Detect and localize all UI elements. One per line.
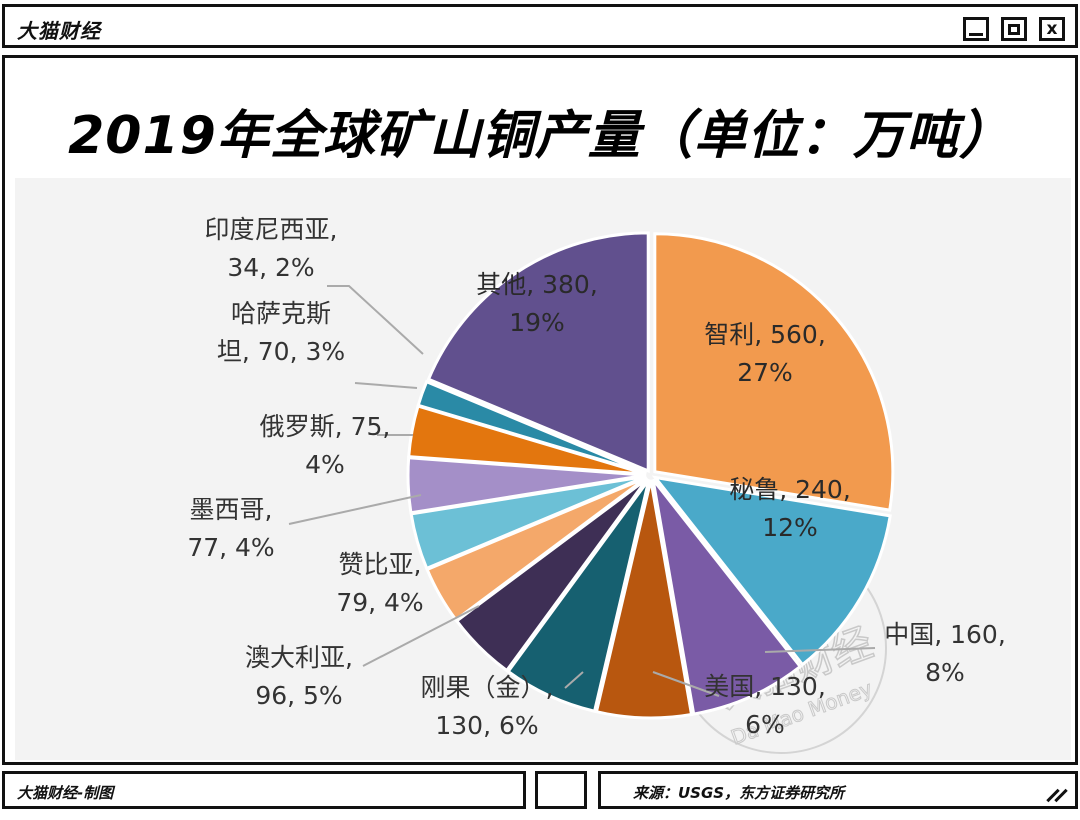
leader-line-中国 bbox=[764, 647, 876, 653]
leader-line-澳大利亚 bbox=[362, 605, 480, 667]
footer-source-box: 来源：USGS，东方证券研究所 bbox=[598, 771, 1078, 809]
data-label-刚果金: 刚果（金）, 130, 6% bbox=[421, 673, 554, 740]
footer-credit-box: 大猫财经-制图 bbox=[2, 771, 526, 809]
data-label-秘鲁: 秘鲁, 240, 12% bbox=[729, 475, 851, 542]
chart-title: 2019年全球矿山铜产量（单位：万吨） bbox=[68, 106, 1012, 166]
leader-line-哈萨克斯坦 bbox=[354, 382, 418, 389]
leader-line-印度尼西亚 bbox=[327, 285, 424, 355]
leader-line-刚果金 bbox=[564, 671, 584, 689]
minimize-button[interactable] bbox=[963, 17, 989, 41]
data-label-澳大利亚: 澳大利亚, 96, 5% bbox=[245, 643, 353, 710]
pie-slice-中国 bbox=[651, 478, 803, 716]
data-label-赞比亚: 赞比亚, 79, 4% bbox=[336, 550, 423, 617]
pie-chart: 大猫财经 Da Mao Money 智利, 560,27%秘鲁, 240,12%… bbox=[187, 215, 1006, 754]
data-label-其他: 其他, 380, 19% bbox=[476, 270, 598, 337]
data-label-智利: 智利, 560, 27% bbox=[704, 320, 826, 387]
data-label-墨西哥: 墨西哥, 77, 4% bbox=[187, 495, 274, 562]
leader-line-墨西哥 bbox=[288, 494, 422, 525]
close-icon: x bbox=[1046, 19, 1058, 39]
pie-slice-美国 bbox=[594, 479, 694, 720]
pie-slices bbox=[406, 231, 895, 720]
footer-source: 来源：USGS，东方证券研究所 bbox=[633, 784, 845, 802]
pie-slice-智利 bbox=[653, 232, 895, 512]
pie-leader-lines bbox=[288, 285, 876, 697]
maximize-button[interactable] bbox=[1001, 17, 1027, 41]
pie-slice-印度尼西亚 bbox=[416, 379, 647, 475]
pie-labels: 智利, 560, 27% 秘鲁, 240, 12% 中国, 160, 8% 美国, 130,… bbox=[187, 215, 1005, 740]
data-label-哈萨克斯坦: 哈萨克斯坦, 70, 3% bbox=[217, 299, 345, 366]
leader-line-美国 bbox=[652, 671, 720, 697]
data-label-俄罗斯: 俄罗斯, 75, 4% bbox=[260, 412, 391, 479]
footer-credit: 大猫财经-制图 bbox=[17, 784, 114, 802]
data-label-印度尼西亚: 印度尼西亚, 34, 2% bbox=[205, 215, 338, 282]
top-title-bar: 大猫财经 x bbox=[2, 4, 1078, 48]
chart-window: 2019年全球矿山铜产量（单位：万吨） 大猫财经 Da Mao Money 智利… bbox=[2, 55, 1078, 765]
data-label-中国: 中国, 160, 8% bbox=[884, 620, 1006, 687]
data-label-美国: 美国, 130, 6% bbox=[704, 672, 826, 739]
pie-slice-刚果金 bbox=[506, 478, 651, 714]
pie-slice-秘鲁 bbox=[651, 475, 892, 667]
pie-slice-其他 bbox=[426, 231, 650, 474]
brand-label: 大猫财经 bbox=[17, 19, 101, 43]
footer-spacer-box bbox=[535, 771, 587, 809]
close-button[interactable]: x bbox=[1039, 17, 1065, 41]
